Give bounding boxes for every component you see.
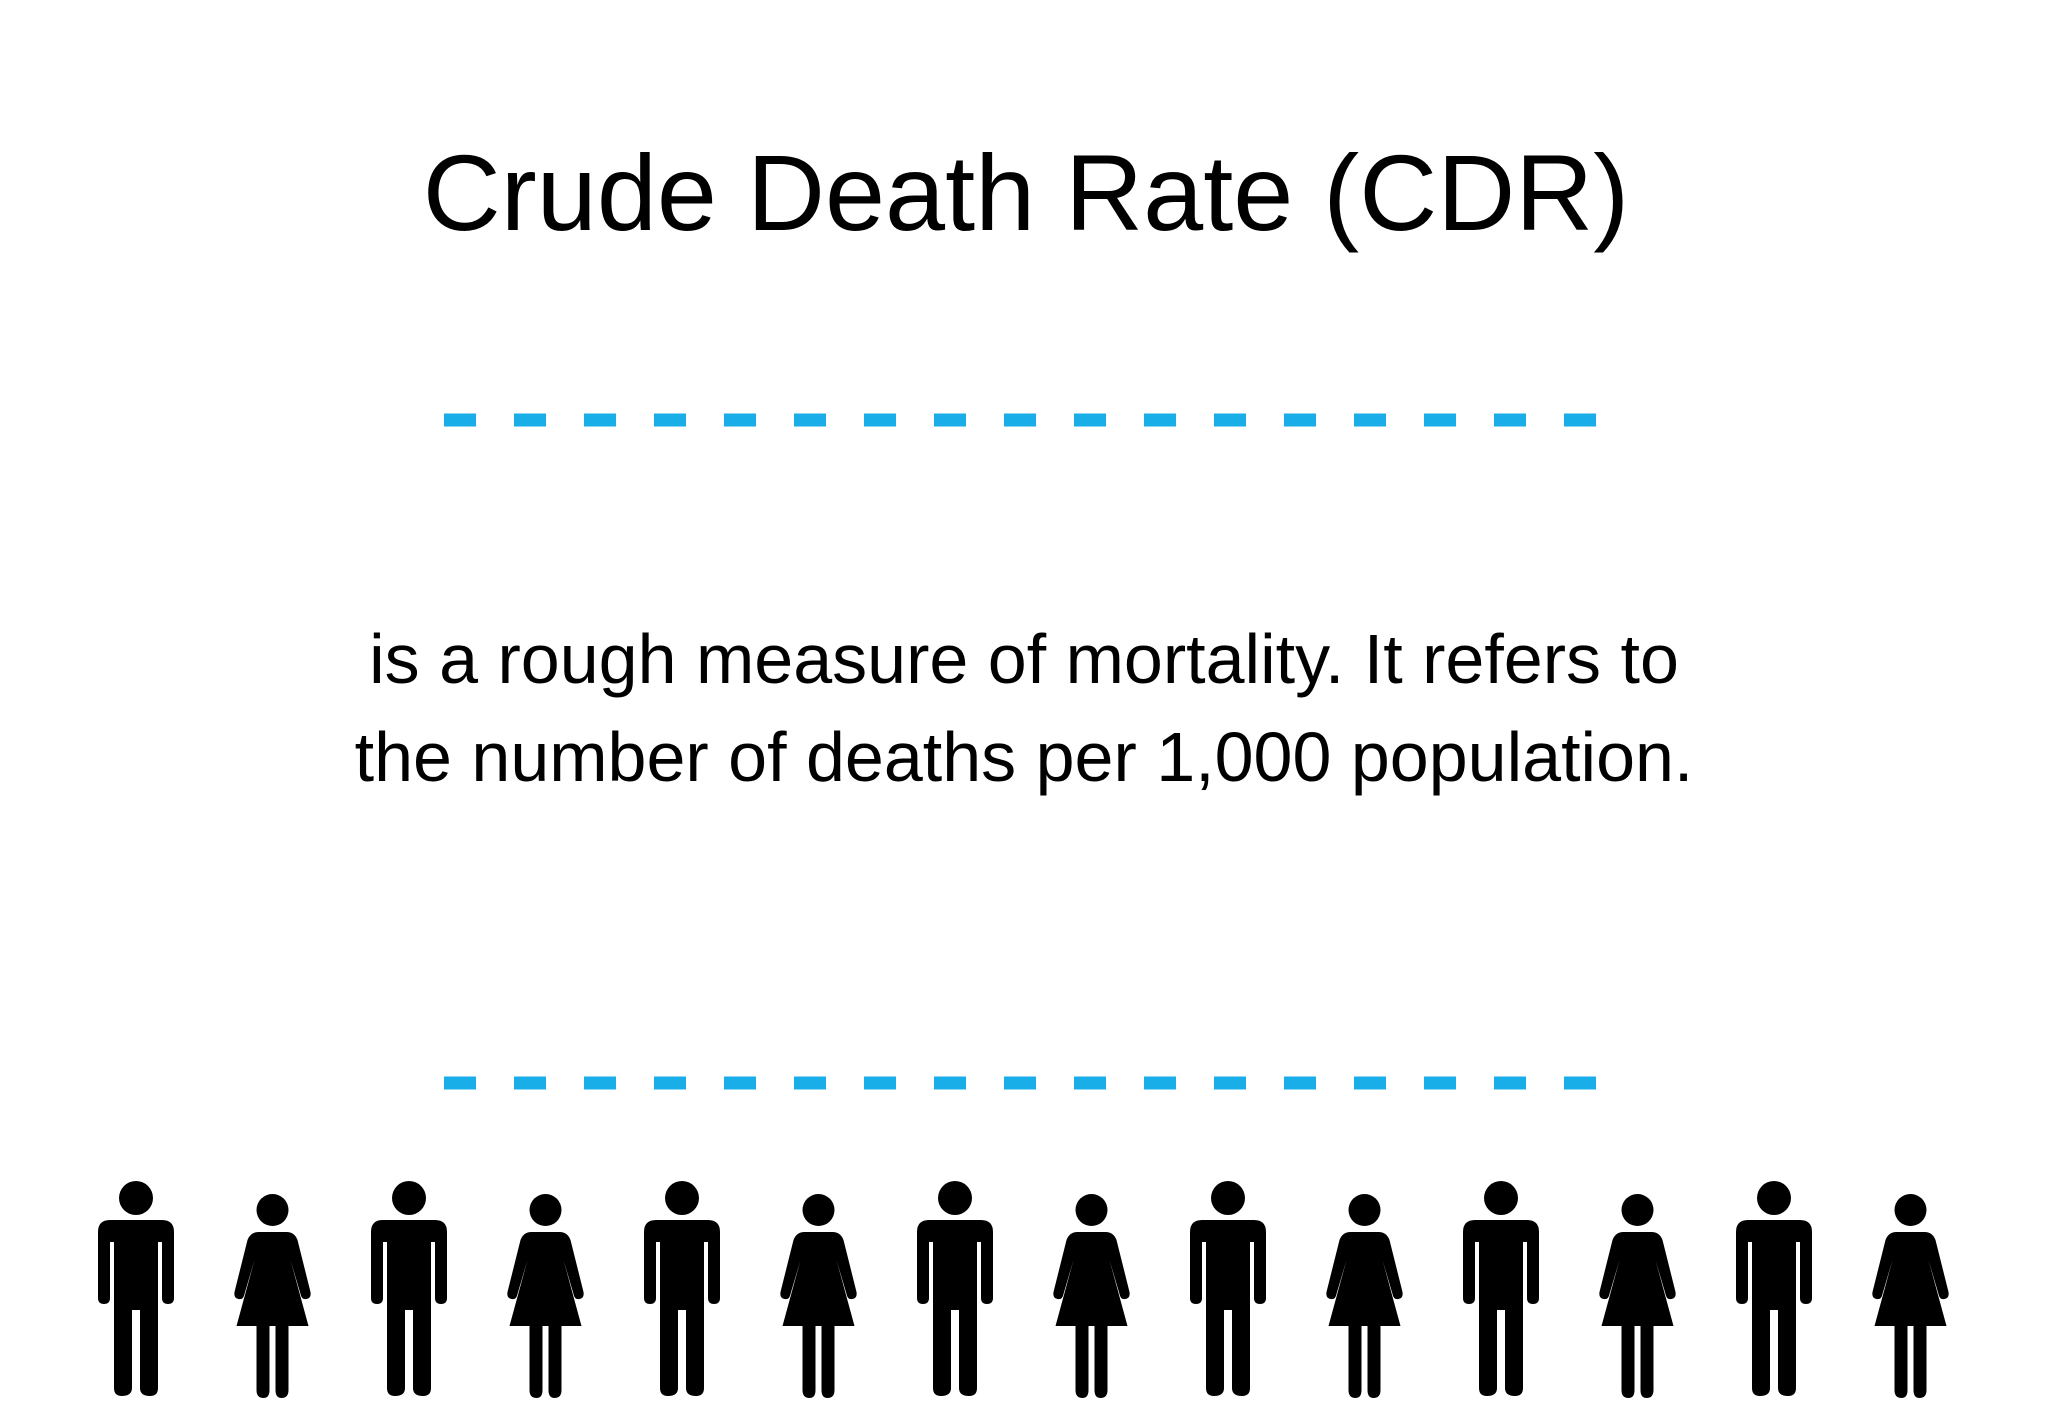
woman-icon [1053,1194,1130,1398]
man-icon [917,1181,993,1396]
man-icon [1736,1181,1812,1396]
woman-icon [507,1194,584,1398]
man-icon [1463,1181,1539,1396]
woman-icon [780,1194,857,1398]
body-line: is a rough measure of mortality. It refe… [369,620,1679,698]
woman-icon [1872,1194,1949,1398]
man-icon [1190,1181,1266,1396]
man-icon [98,1181,174,1396]
woman-icon [1599,1194,1676,1398]
body-line: the number of deaths per 1,000 populatio… [355,718,1694,796]
man-icon [644,1181,720,1396]
woman-icon [1326,1194,1403,1398]
title: Crude Death Rate (CDR) [423,132,1629,253]
man-icon [371,1181,447,1396]
people-row [98,1181,1949,1398]
woman-icon [234,1194,311,1398]
